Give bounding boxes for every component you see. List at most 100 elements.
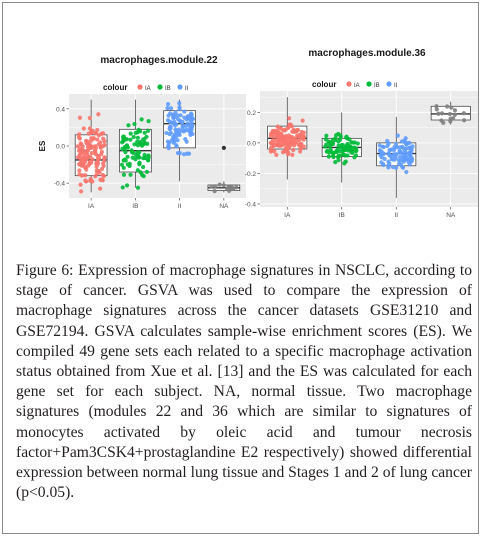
- data-point: [395, 133, 400, 138]
- data-point: [284, 147, 289, 152]
- data-point: [88, 143, 93, 148]
- data-point: [434, 104, 439, 109]
- data-point: [408, 146, 414, 151]
- data-point: [461, 118, 467, 123]
- data-point: [336, 153, 341, 158]
- data-point: [270, 128, 275, 134]
- points-na: [209, 182, 239, 194]
- data-point: [142, 136, 147, 142]
- data-point: [404, 169, 409, 175]
- data-point: [342, 161, 347, 166]
- data-point: [284, 133, 289, 138]
- data-point: [379, 155, 384, 160]
- data-point: [175, 116, 180, 122]
- data-point: [96, 168, 101, 174]
- data-point: [436, 111, 441, 116]
- data-point: [280, 140, 285, 145]
- data-point: [189, 112, 194, 117]
- y-tick-label: -0.2: [245, 171, 257, 178]
- data-point: [229, 186, 234, 192]
- data-point: [177, 100, 182, 106]
- data-point: [120, 140, 125, 145]
- data-point: [333, 136, 338, 141]
- data-point: [135, 135, 140, 140]
- data-point: [91, 144, 97, 149]
- data-point: [400, 165, 406, 170]
- data-point: [83, 178, 88, 183]
- data-point: [87, 115, 92, 121]
- data-point: [175, 150, 181, 156]
- data-point: [132, 142, 137, 147]
- data-point: [385, 143, 390, 149]
- data-point: [269, 147, 274, 152]
- data-point: [439, 111, 445, 116]
- data-point: [142, 130, 147, 135]
- points-ii: [377, 133, 415, 175]
- x-tick-label: NA: [219, 203, 229, 210]
- data-point: [78, 142, 84, 147]
- data-point: [101, 136, 106, 141]
- data-point: [171, 134, 176, 140]
- data-point: [180, 125, 185, 130]
- data-point: [146, 128, 151, 133]
- data-point: [98, 140, 103, 145]
- data-point: [287, 116, 292, 121]
- legend-label-ii: II: [185, 86, 189, 92]
- data-point: [403, 157, 408, 162]
- data-point: [176, 127, 181, 132]
- data-point: [449, 105, 454, 110]
- data-point: [77, 168, 82, 173]
- data-point: [91, 136, 96, 141]
- data-point: [392, 144, 397, 150]
- data-point: [300, 118, 305, 123]
- data-point: [452, 112, 458, 117]
- legend-key-ii: [177, 84, 183, 90]
- data-point: [343, 145, 348, 150]
- legend-key-ib: [157, 84, 163, 90]
- data-point: [301, 130, 306, 135]
- data-point: [297, 138, 302, 143]
- y-tick-label: 0.0: [56, 144, 65, 151]
- chart-module-36: macrophages.module.36 colour IA IB II -0.4 -0.…: [245, 48, 478, 219]
- legend-item-ia: IA: [346, 81, 360, 89]
- data-point: [168, 130, 173, 135]
- data-point: [403, 148, 408, 154]
- data-point: [182, 109, 187, 114]
- data-point: [398, 154, 403, 160]
- x-tick-label: IB: [132, 203, 138, 210]
- data-point: [337, 137, 343, 142]
- data-point: [178, 113, 183, 118]
- data-point: [119, 162, 125, 167]
- data-point: [277, 126, 282, 131]
- data-point: [76, 148, 82, 153]
- data-point: [381, 162, 386, 168]
- data-point: [123, 150, 128, 155]
- data-point: [290, 152, 295, 157]
- data-point: [396, 158, 402, 163]
- data-point: [323, 137, 328, 142]
- data-point: [289, 124, 294, 129]
- data-point: [80, 162, 86, 168]
- data-point: [145, 141, 150, 146]
- data-point: [165, 118, 171, 123]
- data-point: [445, 104, 450, 109]
- data-point: [121, 165, 126, 170]
- data-point: [81, 156, 86, 161]
- data-point: [173, 127, 178, 132]
- data-point: [387, 153, 392, 158]
- points-ii: [164, 100, 196, 157]
- data-point: [282, 128, 287, 133]
- data-point: [136, 127, 141, 132]
- points-na: [434, 104, 467, 125]
- data-point: [336, 158, 341, 163]
- data-point: [393, 165, 399, 170]
- data-point: [400, 151, 405, 156]
- data-point: [141, 164, 146, 170]
- data-point: [171, 121, 176, 126]
- x-tick-label: II: [394, 212, 398, 219]
- data-point: [100, 172, 106, 178]
- data-point: [274, 152, 279, 157]
- data-point: [323, 144, 328, 149]
- data-point: [120, 185, 125, 190]
- caption-text: Expression of macrophage signatures in N…: [16, 262, 472, 502]
